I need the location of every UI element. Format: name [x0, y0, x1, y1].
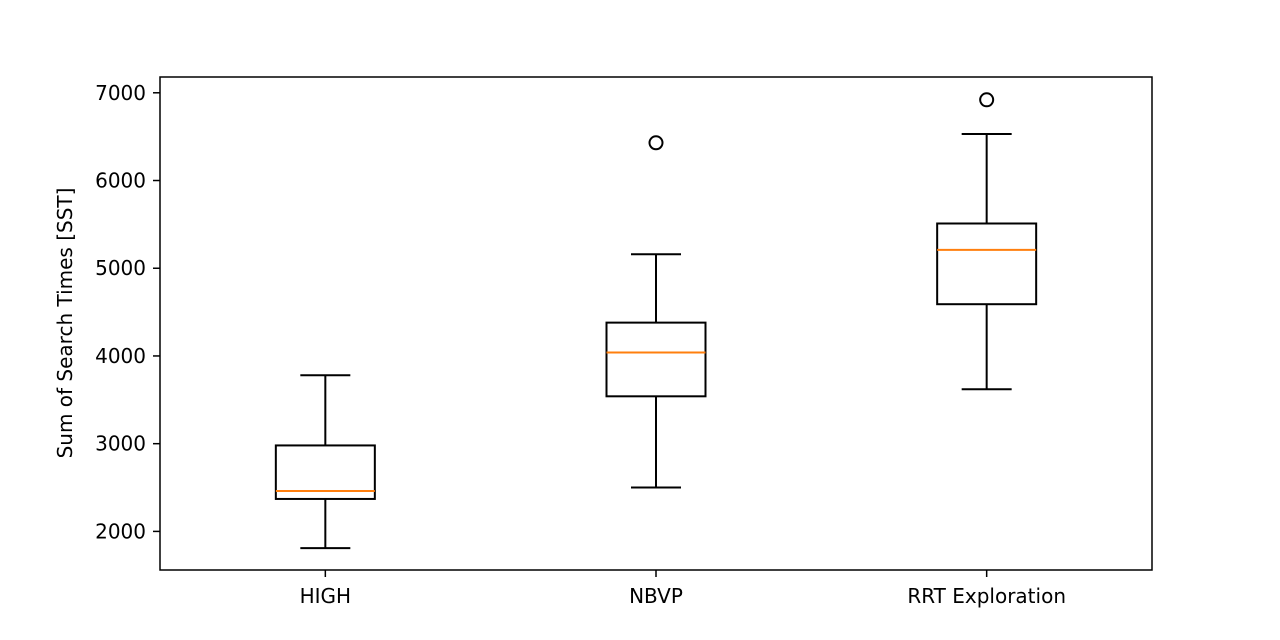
- plot-area: [274, 92, 1038, 550]
- y-tick-label: 2000: [95, 519, 146, 543]
- box-group: [274, 374, 376, 550]
- x-tick-label: NBVP: [629, 584, 683, 608]
- y-axis: 2000 3000 4000 5000 6000 7000: [95, 81, 160, 543]
- box-group: [936, 92, 1038, 391]
- x-axis: HIGH NBVP RRT Exploration: [300, 570, 1066, 608]
- box: [936, 222, 1038, 306]
- box-group: [605, 135, 707, 489]
- y-tick-label: 3000: [95, 432, 146, 456]
- y-tick-label: 6000: [95, 169, 146, 193]
- outlier-point: [648, 135, 664, 151]
- x-tick-label: RRT Exploration: [907, 584, 1066, 608]
- y-tick-label: 7000: [95, 81, 146, 105]
- x-tick-label: HIGH: [300, 584, 351, 608]
- y-tick-label: 4000: [95, 344, 146, 368]
- outlier-point: [979, 92, 995, 108]
- box: [274, 444, 376, 500]
- y-axis-label: Sum of Search Times [SST]: [53, 188, 77, 459]
- box: [605, 321, 707, 398]
- y-tick-label: 5000: [95, 256, 146, 280]
